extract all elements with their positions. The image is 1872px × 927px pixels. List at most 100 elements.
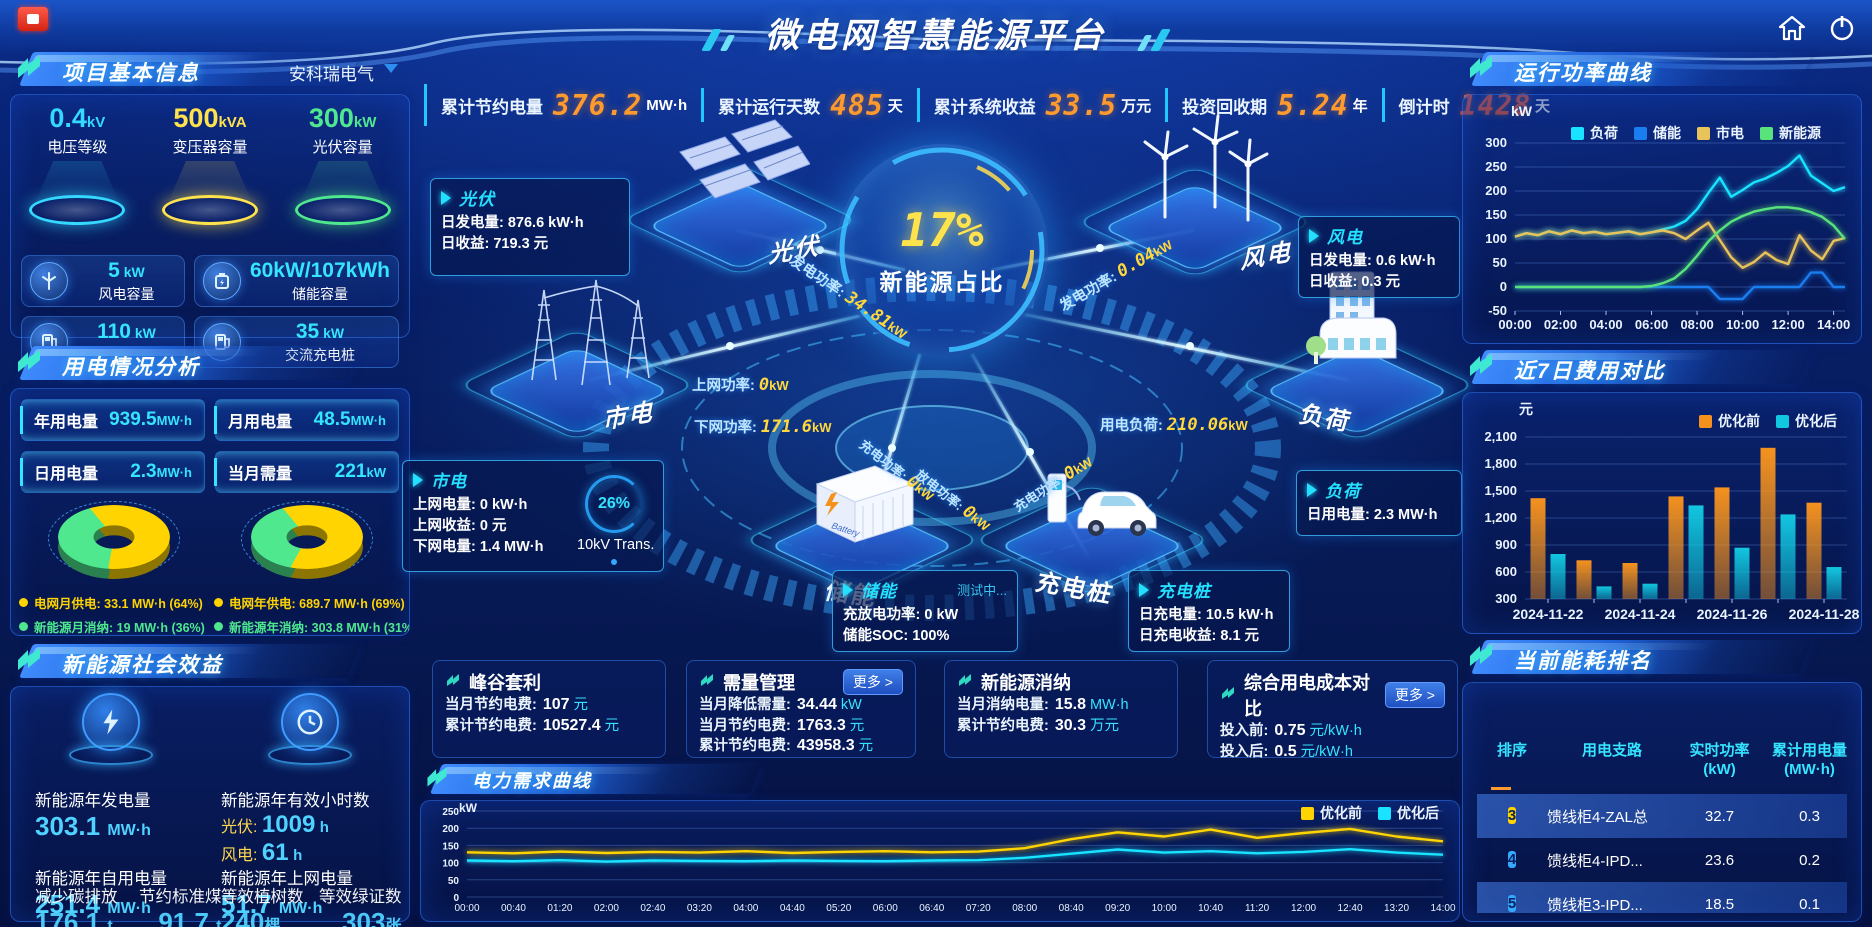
svg-text:1,800: 1,800 — [1484, 456, 1517, 471]
node-pv: 光伏 — [621, 118, 859, 298]
legend-item[interactable]: 优化后 — [1378, 803, 1439, 823]
info-row: 日收益: 719.3 元 — [441, 236, 549, 252]
annual-to-grid: 新能源年上网电量 51.7 MW·h — [221, 870, 353, 919]
annual-generation: 新能源年发电量 303.1 MW·h — [35, 792, 151, 841]
svg-text:04:00: 04:00 — [733, 903, 758, 914]
flag-icon — [957, 672, 973, 693]
svg-text:600: 600 — [1495, 564, 1517, 579]
svg-text:14:00: 14:00 — [1817, 317, 1850, 332]
more-button[interactable]: 更多 > — [842, 669, 903, 695]
info-row: 日发电量: 876.6 kW·h — [441, 215, 584, 231]
usage-stat: 年用电量 939.5MW·h — [20, 399, 205, 441]
usage-stats: 年用电量 939.5MW·h 月用电量 48.5MW·h 日用电量 2.3MW·h 当月需量… — [20, 399, 399, 493]
co2-reduction: 减少碳排放 176.1 t — [35, 888, 118, 927]
effective-hours-pod — [210, 693, 409, 765]
renewable-share-value: 17% — [900, 203, 984, 257]
info-row: 日收益: 0.3 元 — [1309, 274, 1401, 290]
yearly-supply-donut — [240, 501, 373, 585]
kpi-item: 投资回收期 5.24 年 — [1168, 88, 1385, 122]
ranking-table: 排序 用电支路 实时功率 (kW) 累计用电量 (MW·h) 3 馈线柜4-ZAL总 32.7… — [1477, 741, 1847, 913]
info-row: 储能SOC: 100% — [843, 628, 950, 644]
svg-text:-50: -50 — [1488, 303, 1507, 318]
svg-text:02:00: 02:00 — [594, 903, 619, 914]
app-logo-icon[interactable] — [18, 7, 48, 31]
kpi-item: 累计系统收益 33.5 万元 — [920, 88, 1169, 122]
home-icon[interactable] — [1776, 12, 1808, 44]
kpi-item: 累计节约电量 376.2 MW·h — [427, 88, 705, 122]
panel-title: 项目基本信息 — [62, 62, 200, 85]
wind-turbine-icon — [30, 262, 68, 300]
panel-usage-analysis: 用电情况分析 年用电量 939.5MW·h 月用电量 48.5MW·h 日用电量 2.3M… — [10, 344, 410, 636]
svg-text:00:40: 00:40 — [501, 903, 526, 914]
column-header: 用电支路 — [1581, 742, 1642, 759]
panel-energy-ranking: 当前能耗排名 排序 用电支路 实时功率 (kW) 累计用电量 (MW·h) 3 馈线柜4-Z… — [1462, 638, 1862, 922]
svg-text:2024-11-26: 2024-11-26 — [1697, 606, 1768, 622]
svg-text:1,200: 1,200 — [1484, 510, 1517, 525]
panel-title: 用电情况分析 — [62, 356, 200, 379]
power-towers-icon — [531, 279, 650, 386]
chevron-down-icon — [384, 64, 398, 73]
cost-compare-chart: 300 600 900 1,200 1,500 1,800 2,100 2024-11-22 2… — [1484, 429, 1859, 622]
svg-text:08:40: 08:40 — [1059, 903, 1084, 914]
orb-ring-decor — [839, 147, 1045, 353]
svg-text:00:00: 00:00 — [454, 903, 479, 914]
table-row[interactable]: 3 馈线柜4-ZAL总 32.7 0.3 — [1477, 794, 1847, 838]
benefit-card: 综合用电成本对比 更多 > 投入前: 0.75 元/kW·h 投入后: 0.5 元/kW·h — [1207, 660, 1458, 760]
svg-text:10:40: 10:40 — [1198, 903, 1223, 914]
svg-text:10:00: 10:00 — [1726, 317, 1759, 332]
svg-text:1,500: 1,500 — [1484, 483, 1517, 498]
legend-item[interactable]: 优化前 — [1301, 803, 1362, 823]
node-grid: 市电 — [458, 268, 696, 463]
svg-text:13:20: 13:20 — [1384, 903, 1409, 914]
arrow-icon — [413, 472, 423, 487]
panel-title: 当前能耗排名 — [1514, 650, 1652, 673]
title-right-slashes-decor — [1137, 29, 1172, 56]
panel-title: 近7日费用对比 — [1514, 360, 1666, 383]
renewable-share-label: 新能源占比 — [879, 269, 1005, 295]
company-dropdown[interactable]: 安科瑞电气 — [289, 60, 398, 85]
pv-info-box: 光伏 日发电量: 876.6 kW·h 日收益: 719.3 元 — [430, 178, 630, 276]
cost-compare-legend: 优化前 优化后 — [1699, 411, 1837, 431]
more-button[interactable]: 更多 > — [1384, 682, 1445, 708]
load-info-box: 负荷 日用电量: 2.3 MW·h — [1296, 470, 1462, 536]
node-wind: 风电 — [1076, 114, 1314, 300]
svg-text:200: 200 — [1485, 183, 1507, 198]
svg-text:900: 900 — [1495, 537, 1517, 552]
title-left-slashes-decor — [700, 29, 735, 56]
legend-item[interactable]: 优化后 — [1776, 411, 1837, 431]
svg-text:300: 300 — [1485, 135, 1507, 150]
green-certs: 等效绿证数 303张 — [319, 888, 402, 927]
usage-stat: 日用电量 2.3MW·h — [20, 451, 205, 493]
column-header: 累计用电量 (MW·h) — [1771, 742, 1847, 778]
svg-text:2,100: 2,100 — [1484, 429, 1517, 444]
legend-item[interactable]: 储能 — [1634, 123, 1681, 143]
table-row[interactable]: 4 馈线柜4-IPD... 23.6 0.2 — [1507, 851, 1820, 870]
table-row[interactable]: 5 馈线柜3-IPD... 18.5 0.1 — [1477, 882, 1847, 913]
app-header: 微电网智慧能源平台 — [0, 8, 1872, 57]
ranking-table-header: 排序 用电支路 实时功率 (kW) 累计用电量 (MW·h) — [1477, 741, 1847, 779]
svg-text:08:00: 08:00 — [1680, 317, 1713, 332]
legend-item[interactable]: 负荷 — [1571, 123, 1618, 143]
battery-icon — [202, 262, 241, 300]
panel-title: 电力需求曲线 — [472, 771, 592, 791]
node-storage: Battery 储能 — [743, 446, 981, 618]
power-curve-legend: 负荷 储能 市电 新能源 — [1571, 123, 1821, 143]
power-icon[interactable] — [1826, 12, 1858, 44]
panel-title: 运行功率曲线 — [1514, 62, 1652, 85]
legend-item[interactable]: 市电 — [1697, 123, 1744, 143]
flag-icon — [1220, 685, 1236, 706]
svg-text:150: 150 — [442, 841, 459, 852]
panel-cost-compare: 近7日费用对比 元 优化前 优化后 300 600 900 1,200 1,500 1,80… — [1462, 348, 1862, 634]
svg-text:12:00: 12:00 — [1771, 317, 1804, 332]
svg-text:11:20: 11:20 — [1245, 903, 1270, 914]
column-header: 排序 — [1496, 742, 1527, 759]
kpi-item: 累计运行天数 485 天 — [704, 88, 920, 122]
column-header: 实时功率 (kW) — [1689, 742, 1750, 778]
legend-item[interactable]: 优化前 — [1699, 411, 1760, 431]
legend-item[interactable]: 新能源 — [1760, 123, 1821, 143]
svg-text:2024-11-28: 2024-11-28 — [1789, 606, 1859, 622]
y-axis-unit: kW — [459, 801, 477, 815]
lightning-icon — [81, 693, 140, 751]
solar-panels-icon — [679, 119, 810, 199]
